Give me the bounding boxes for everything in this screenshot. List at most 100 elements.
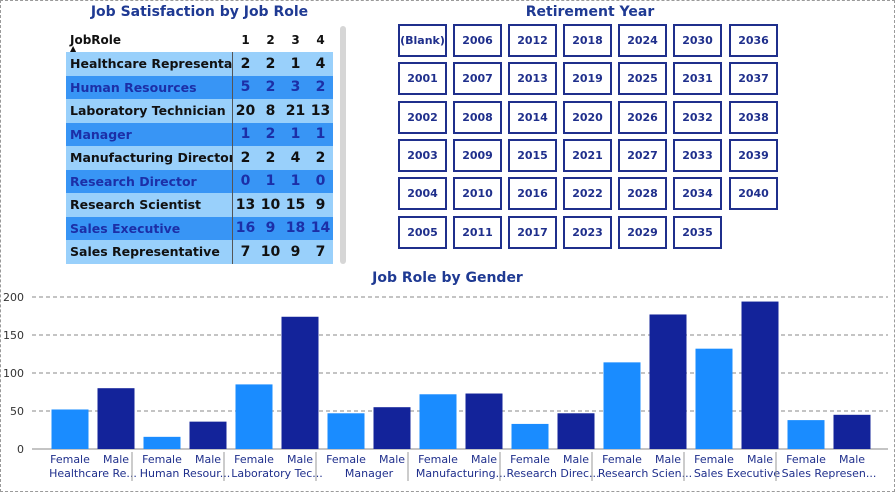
matrix-row[interactable]: Research Director 0 1 1 0: [66, 169, 333, 193]
slicer-title: Retirement Year: [525, 4, 655, 20]
matrix-row[interactable]: Human Resources 5 2 3 2: [66, 75, 333, 99]
matrix-cell: 15: [285, 196, 306, 213]
bar[interactable]: [235, 384, 273, 449]
slicer-tile[interactable]: 2038: [729, 101, 778, 134]
slicer-tile[interactable]: 2018: [563, 24, 612, 57]
bar[interactable]: [695, 348, 733, 449]
x-tick-label: Male: [563, 453, 589, 466]
category-label: Healthcare Re...: [49, 467, 137, 480]
slicer-tile[interactable]: 2004: [398, 177, 447, 210]
y-tick-label: 100: [3, 367, 24, 380]
bar[interactable]: [741, 301, 779, 449]
matrix-col-header[interactable]: 4: [316, 33, 325, 47]
matrix-row[interactable]: Healthcare Representative2214: [66, 52, 333, 76]
matrix-cell: 4: [315, 55, 326, 72]
slicer-tile[interactable]: 2005: [398, 216, 447, 249]
slicer-tile[interactable]: 2007: [453, 62, 502, 95]
bar[interactable]: [143, 436, 181, 449]
slicer-tile[interactable]: 2002: [398, 101, 447, 134]
matrix-row[interactable]: Sales Representative 7 10 9 7: [66, 240, 333, 264]
slicer-tile[interactable]: 2030: [673, 24, 722, 57]
bar[interactable]: [603, 362, 641, 449]
matrix-col-header[interactable]: 1: [241, 33, 250, 47]
x-tick-label: Female: [694, 453, 734, 466]
slicer-tile[interactable]: 2012: [508, 24, 557, 57]
category-label: Laboratory Tec...: [231, 467, 323, 480]
slicer-tile[interactable]: 2023: [563, 216, 612, 249]
matrix-row-label: Manufacturing Director: [66, 146, 233, 170]
slicer-tile[interactable]: (Blank): [398, 24, 447, 57]
matrix-col-header[interactable]: 3: [291, 33, 300, 47]
matrix-row[interactable]: Sales Executive 16 9 18 14: [66, 216, 333, 240]
slicer-tile[interactable]: 2001: [398, 62, 447, 95]
bar[interactable]: [373, 407, 411, 449]
slicer-tile[interactable]: 2021: [563, 139, 612, 172]
matrix-row[interactable]: Manufacturing Director 2 2 4 2: [66, 146, 333, 170]
matrix-cell: 4: [290, 149, 301, 166]
slicer-tile[interactable]: 2010: [453, 177, 502, 210]
matrix-cell: 8: [265, 102, 276, 119]
bar[interactable]: [97, 388, 135, 449]
slicer-tile[interactable]: 2017: [508, 216, 557, 249]
job-satisfaction-matrix[interactable]: JobRole 1 2 3 4 ▲ Healthcare Representat…: [66, 28, 333, 264]
category-label: Manufacturing...: [416, 467, 506, 480]
slicer-tile[interactable]: 2014: [508, 101, 557, 134]
slicer-tile[interactable]: 2019: [563, 62, 612, 95]
slicer-tile[interactable]: 2027: [618, 139, 667, 172]
x-tick-label: Female: [326, 453, 366, 466]
matrix-row-header[interactable]: JobRole: [70, 33, 122, 47]
slicer-tile[interactable]: 2034: [673, 177, 722, 210]
bar[interactable]: [833, 414, 871, 449]
matrix-cell: 1: [265, 173, 276, 190]
slicer-tile[interactable]: 2028: [618, 177, 667, 210]
slicer-tile[interactable]: 2040: [729, 177, 778, 210]
slicer-tile[interactable]: 2039: [729, 139, 778, 172]
bar[interactable]: [327, 413, 365, 449]
bar[interactable]: [649, 314, 687, 449]
matrix-col-header[interactable]: 2: [266, 33, 275, 47]
slicer-tile[interactable]: 2020: [563, 101, 612, 134]
sort-ascending-icon[interactable]: ▲: [70, 44, 77, 53]
slicer-tile[interactable]: 2024: [618, 24, 667, 57]
matrix-row[interactable]: Research Scientist 13 10 15 9: [66, 193, 333, 217]
matrix-row-label: Research Scientist: [66, 193, 233, 217]
matrix-cell: 7: [240, 243, 251, 260]
slicer-tile[interactable]: 2029: [618, 216, 667, 249]
slicer-tile[interactable]: 2013: [508, 62, 557, 95]
bar[interactable]: [787, 420, 825, 449]
bar[interactable]: [51, 409, 89, 449]
x-tick-label: Male: [655, 453, 681, 466]
slicer-tile[interactable]: 2033: [673, 139, 722, 172]
slicer-tile[interactable]: 2008: [453, 101, 502, 134]
matrix-cell: 2: [315, 149, 326, 166]
matrix-header-row: JobRole 1 2 3 4 ▲: [66, 28, 333, 53]
bar[interactable]: [511, 423, 549, 449]
slicer-tile[interactable]: 2015: [508, 139, 557, 172]
bar[interactable]: [281, 316, 319, 449]
bar[interactable]: [419, 394, 457, 449]
slicer-tile[interactable]: 2031: [673, 62, 722, 95]
slicer-tile[interactable]: 2032: [673, 101, 722, 134]
bar[interactable]: [465, 393, 503, 449]
matrix-row[interactable]: Manager 1 2 1 1: [66, 122, 333, 146]
slicer-tile[interactable]: 2036: [729, 24, 778, 57]
y-tick-label: 50: [10, 405, 24, 418]
matrix-cell: 2: [265, 55, 276, 72]
matrix-row[interactable]: Laboratory Technician 20 8 21 13: [66, 99, 333, 123]
matrix-scrollbar[interactable]: [340, 26, 346, 264]
slicer-tile[interactable]: 2026: [618, 101, 667, 134]
slicer-tile[interactable]: 2025: [618, 62, 667, 95]
slicer-tile[interactable]: 2022: [563, 177, 612, 210]
matrix-cell: 0: [240, 173, 251, 190]
slicer-tile[interactable]: 2006: [453, 24, 502, 57]
bar[interactable]: [557, 413, 595, 449]
matrix-cell: 1: [240, 126, 251, 143]
slicer-tile[interactable]: 2035: [673, 216, 722, 249]
slicer-tile[interactable]: 2003: [398, 139, 447, 172]
slicer-tile[interactable]: 2037: [729, 62, 778, 95]
slicer-tile[interactable]: 2009: [453, 139, 502, 172]
slicer-tile[interactable]: 2011: [453, 216, 502, 249]
bar[interactable]: [189, 421, 227, 449]
slicer-tile[interactable]: 2016: [508, 177, 557, 210]
